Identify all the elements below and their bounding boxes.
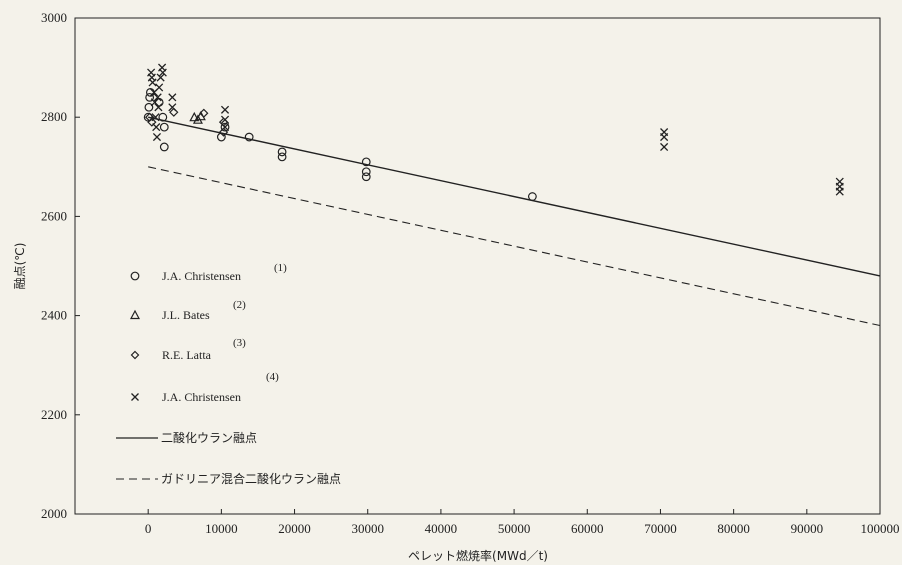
data-point-circle [527,192,537,201]
data-point-diamond [147,117,157,127]
data-point-circle [220,122,230,132]
data-point-x [835,187,844,196]
legend-label-solid: 二酸化ウラン融点 [161,430,257,445]
x-tick-label: 20000 [278,521,311,536]
data-point-x [152,132,162,142]
legend-label-4: J.A. Christensen [162,390,241,404]
data-point-x [660,132,669,142]
legend: J.A. Christensen (1) J.L. Bates (2) R.E.… [116,262,341,486]
y-tick-label: 2600 [41,208,67,223]
data-point-x [220,115,230,124]
legend-label-1: J.A. Christensen [162,269,241,283]
plot-background [75,18,880,514]
data-point-x [156,73,165,82]
data-point-x [148,78,157,87]
data-point-circle [361,172,371,182]
legend-label-2: J.L. Bates [162,308,210,322]
data-point-x [151,113,160,122]
x-tick-label: 100000 [861,521,900,536]
data-point-x [220,105,230,114]
data-point-x [150,98,159,107]
legend-ref-4: (4) [266,371,279,383]
data-point-circle [144,102,154,112]
data-point-circle [143,112,153,122]
chart-axes: 0 10000 20000 30000 40000 50000 60000 70000 8000… [41,10,900,536]
x-tick-label: 40000 [425,521,458,536]
legend-ref-2: (2) [233,299,246,311]
data-point-triangle [189,111,200,122]
data-point-x [158,68,167,77]
data-point-x [220,123,230,132]
x-tick-label: 30000 [351,521,384,536]
data-point-x [154,103,163,112]
y-tick-label: 2400 [41,308,67,323]
x-tick-label: 80000 [717,521,750,536]
gd-melting-line [148,166,881,327]
uo2-melting-line [148,116,881,277]
y-tick-label: 3000 [41,10,67,25]
y-tick-label: 2200 [41,407,67,422]
data-point-diamond [218,127,229,137]
x-tick-label: 70000 [644,521,677,536]
x-tick-label: 90000 [791,521,824,536]
legend-label-3: R.E. Latta [162,348,212,362]
data-point-x [152,123,161,132]
x-tick-label: 60000 [571,521,604,536]
y-tick-label: 2800 [41,109,67,124]
y-tick-label: 2000 [41,506,67,521]
data-point-x [168,93,177,102]
data-point-circle [277,152,287,162]
x-tick-label: 10000 [205,521,238,536]
chart-marks [143,63,881,327]
legend-label-dashed: ガドリニア混合二酸化ウラン融点 [161,471,341,486]
x-tick-label: 0 [145,521,152,536]
legend-marker-triangle [130,309,140,320]
legend-marker-x [131,393,139,401]
data-point-x [168,103,177,112]
plot-frame [74,17,881,515]
data-point-circle [145,92,155,102]
legend-ref-1: (1) [274,262,287,274]
data-point-diamond [169,107,179,117]
data-point-x [153,93,162,102]
legend-ref-3: (3) [233,337,246,349]
data-point-x [155,83,164,92]
legend-marker-diamond [130,350,140,360]
x-tick-label: 50000 [498,521,531,536]
data-point-circle [361,167,371,177]
y-axis-title: 融点(℃) [13,243,27,290]
data-point-diamond [199,108,209,118]
data-point-circle [277,147,287,157]
legend-marker-circle [130,271,140,281]
data-point-circle [244,132,254,142]
data-point-circle [361,157,371,167]
data-point-circle [158,112,168,122]
data-point-circle [159,142,169,152]
x-axis-title: ペレット燃焼率(MWd／t) [408,548,548,563]
data-point-circle [159,122,169,132]
data-point-x [660,142,669,152]
